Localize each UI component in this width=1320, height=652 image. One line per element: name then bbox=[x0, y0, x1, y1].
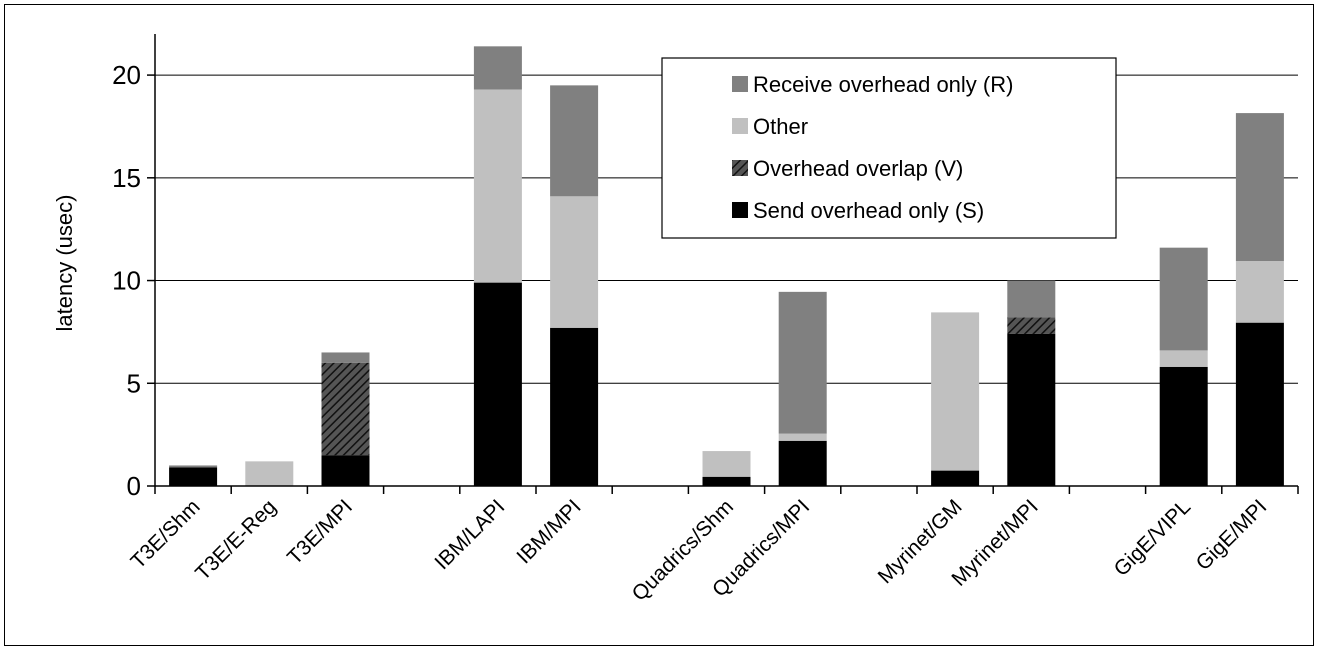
legend-swatch bbox=[732, 160, 748, 176]
bar-segment bbox=[778, 440, 827, 486]
legend-label: Receive overhead only (R) bbox=[753, 72, 1013, 97]
axes bbox=[154, 34, 1299, 494]
y-tick-label: 0 bbox=[127, 471, 141, 501]
legend-swatch bbox=[732, 202, 748, 218]
y-axis-title: latency (usec) bbox=[52, 195, 77, 332]
x-category-label: T3E/MPI bbox=[283, 495, 357, 569]
bar-segment bbox=[473, 282, 522, 486]
x-category-label: IBM/MPI bbox=[512, 495, 585, 568]
bar-segment bbox=[1235, 261, 1284, 323]
bar-segment bbox=[1007, 280, 1056, 318]
legend-label: Other bbox=[753, 114, 808, 139]
bar-segment bbox=[1159, 366, 1208, 486]
y-tick-labels: 0 5 10 15 20 bbox=[112, 60, 141, 501]
bar-segment bbox=[321, 352, 370, 363]
bar-segment bbox=[702, 476, 751, 486]
bar-segment bbox=[550, 85, 599, 197]
bar-segment bbox=[931, 470, 980, 486]
x-category-label: T3E/Shm bbox=[126, 495, 204, 573]
bar-segment bbox=[1235, 322, 1284, 486]
x-category-label: IBM/LAPI bbox=[430, 495, 509, 574]
legend-label: Overhead overlap (V) bbox=[753, 156, 963, 181]
bar-segment bbox=[702, 451, 751, 477]
bar-segment bbox=[550, 327, 599, 486]
bar-segment bbox=[169, 465, 218, 468]
bar-segment bbox=[473, 46, 522, 90]
bar-segment bbox=[1235, 113, 1284, 262]
bar-segment bbox=[321, 455, 370, 486]
bar-segment bbox=[321, 362, 370, 456]
legend-swatch bbox=[732, 118, 748, 134]
legend-swatch bbox=[732, 76, 748, 92]
legend: Receive overhead only (R) Other Overhead o… bbox=[661, 57, 1117, 239]
bar-segment bbox=[245, 461, 294, 486]
bar-segment bbox=[1159, 350, 1208, 367]
bar-segment bbox=[1007, 317, 1056, 334]
y-tick-label: 20 bbox=[112, 60, 141, 90]
bars bbox=[169, 46, 1284, 486]
y-tick-label: 15 bbox=[112, 163, 141, 193]
legend-label: Send overhead only (S) bbox=[753, 198, 984, 223]
bar-segment bbox=[1159, 247, 1208, 351]
bar-segment bbox=[169, 467, 218, 486]
y-tick-label: 5 bbox=[127, 368, 141, 398]
bar-segment bbox=[778, 291, 827, 434]
x-category-label: GigE/MPI bbox=[1192, 495, 1272, 575]
y-tick-label: 10 bbox=[112, 266, 141, 296]
bar-segment bbox=[931, 312, 980, 471]
bar-segment bbox=[473, 89, 522, 283]
bar-segment bbox=[1007, 333, 1056, 486]
bar-segment bbox=[550, 196, 599, 328]
x-category-label: GigE/VIPL bbox=[1110, 495, 1196, 581]
bar-segment bbox=[778, 433, 827, 441]
x-category-label: T3E/E-Reg bbox=[191, 495, 281, 585]
